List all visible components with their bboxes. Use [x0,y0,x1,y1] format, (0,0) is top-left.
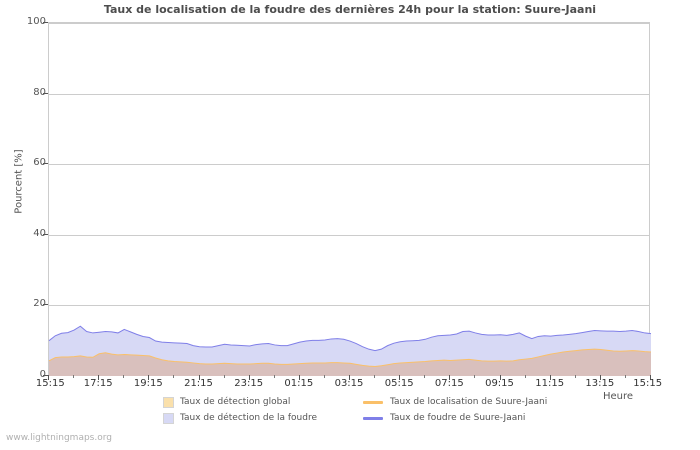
legend-entry[interactable]: Taux de localisation de Suure-Jaani [363,394,583,410]
x-tick-label: 05:15 [384,378,414,389]
x-tick-mark [98,375,100,380]
x-tick-mark-minor [123,375,125,378]
area-series [49,349,651,376]
gridline [49,93,649,95]
series-layer [48,325,652,376]
y-tick-mark [43,22,48,23]
gridline [49,234,649,236]
x-tick-label: 09:15 [485,378,514,389]
legend-entry[interactable]: Taux de détection de la foudre [163,410,363,426]
y-tick-mark [43,375,48,376]
gridline [49,305,649,307]
legend-label: Taux de détection global [180,396,291,407]
x-tick-mark-minor [574,375,576,378]
y-tick-label: 20 [33,298,46,310]
line-series [48,325,652,352]
x-tick-mark [248,375,250,380]
x-tick-mark [449,375,451,380]
legend-swatch-icon [163,396,174,408]
chart-title: Taux de localisation de la foudre des de… [103,3,597,16]
gridline [49,23,649,24]
x-tick-mark [198,375,200,380]
x-tick-label: 13:15 [585,378,615,389]
x-tick-label: 21:15 [184,378,213,389]
y-tick-label: 60 [33,157,46,169]
x-tick-mark-minor [474,375,476,378]
legend-label: Taux de détection de la foudre [180,412,318,423]
x-tick-mark [349,375,350,380]
y-tick-mark [43,163,48,165]
x-tick-mark [499,375,501,380]
y-tick-mark [43,92,48,94]
legend-swatch-icon [163,412,174,424]
legend-entry[interactable]: Taux de détection global [163,394,363,410]
x-tick-label: 15:15 [35,378,65,389]
x-tick-mark-minor [374,375,376,378]
y-tick-label: 0 [6,369,46,380]
y-axis-label: Pourcent [%] [13,149,25,214]
legend-label: Taux de foudre de Suure-Jaani [390,412,526,423]
chart-legend: Taux de détection global Taux de localisa… [163,394,583,426]
x-tick-mark [298,375,300,380]
x-tick-mark [549,375,551,380]
x-tick-mark-minor [73,375,75,378]
x-tick-label: 07:15 [434,378,464,389]
gridline [49,164,649,166]
y-tick-mark [43,233,48,235]
y-tick-mark [43,304,48,306]
legend-line-icon [363,400,383,404]
watermark: www.lightningmaps.org [6,433,112,443]
x-tick-label: 23:15 [234,378,264,389]
x-tick-label: 19:15 [133,378,163,389]
x-tick-mark-minor [173,375,175,378]
x-tick-mark-minor [273,375,275,378]
legend-line-icon [363,416,383,420]
x-tick-label: 01:15 [284,378,314,389]
x-tick-mark [399,375,401,380]
legend-entry[interactable]: Taux de foudre de Suure-Jaani [363,410,583,426]
x-tick-label: 15:15 [633,378,663,389]
x-axis-label: Heure [603,391,634,402]
y-tick-label: 100 [26,16,46,27]
x-tick-label: 11:15 [535,378,565,389]
y-tick-label: 80 [33,86,46,98]
x-tick-mark [599,375,601,380]
y-tick-label: 40 [33,227,46,239]
x-tick-label: 03:15 [334,378,364,389]
x-tick-mark-minor [323,375,325,378]
plot-area [48,22,652,376]
line-series [48,348,652,367]
x-tick-mark [650,375,651,380]
x-tick-mark [48,375,49,380]
x-tick-mark-minor [424,375,426,378]
x-tick-mark-minor [524,375,526,378]
x-tick-label: 17:15 [83,378,113,389]
x-tick-mark-minor [624,375,626,378]
x-tick-mark-minor [223,375,225,378]
x-tick-mark [148,375,150,380]
legend-label: Taux de localisation de Suure-Jaani [390,396,548,407]
